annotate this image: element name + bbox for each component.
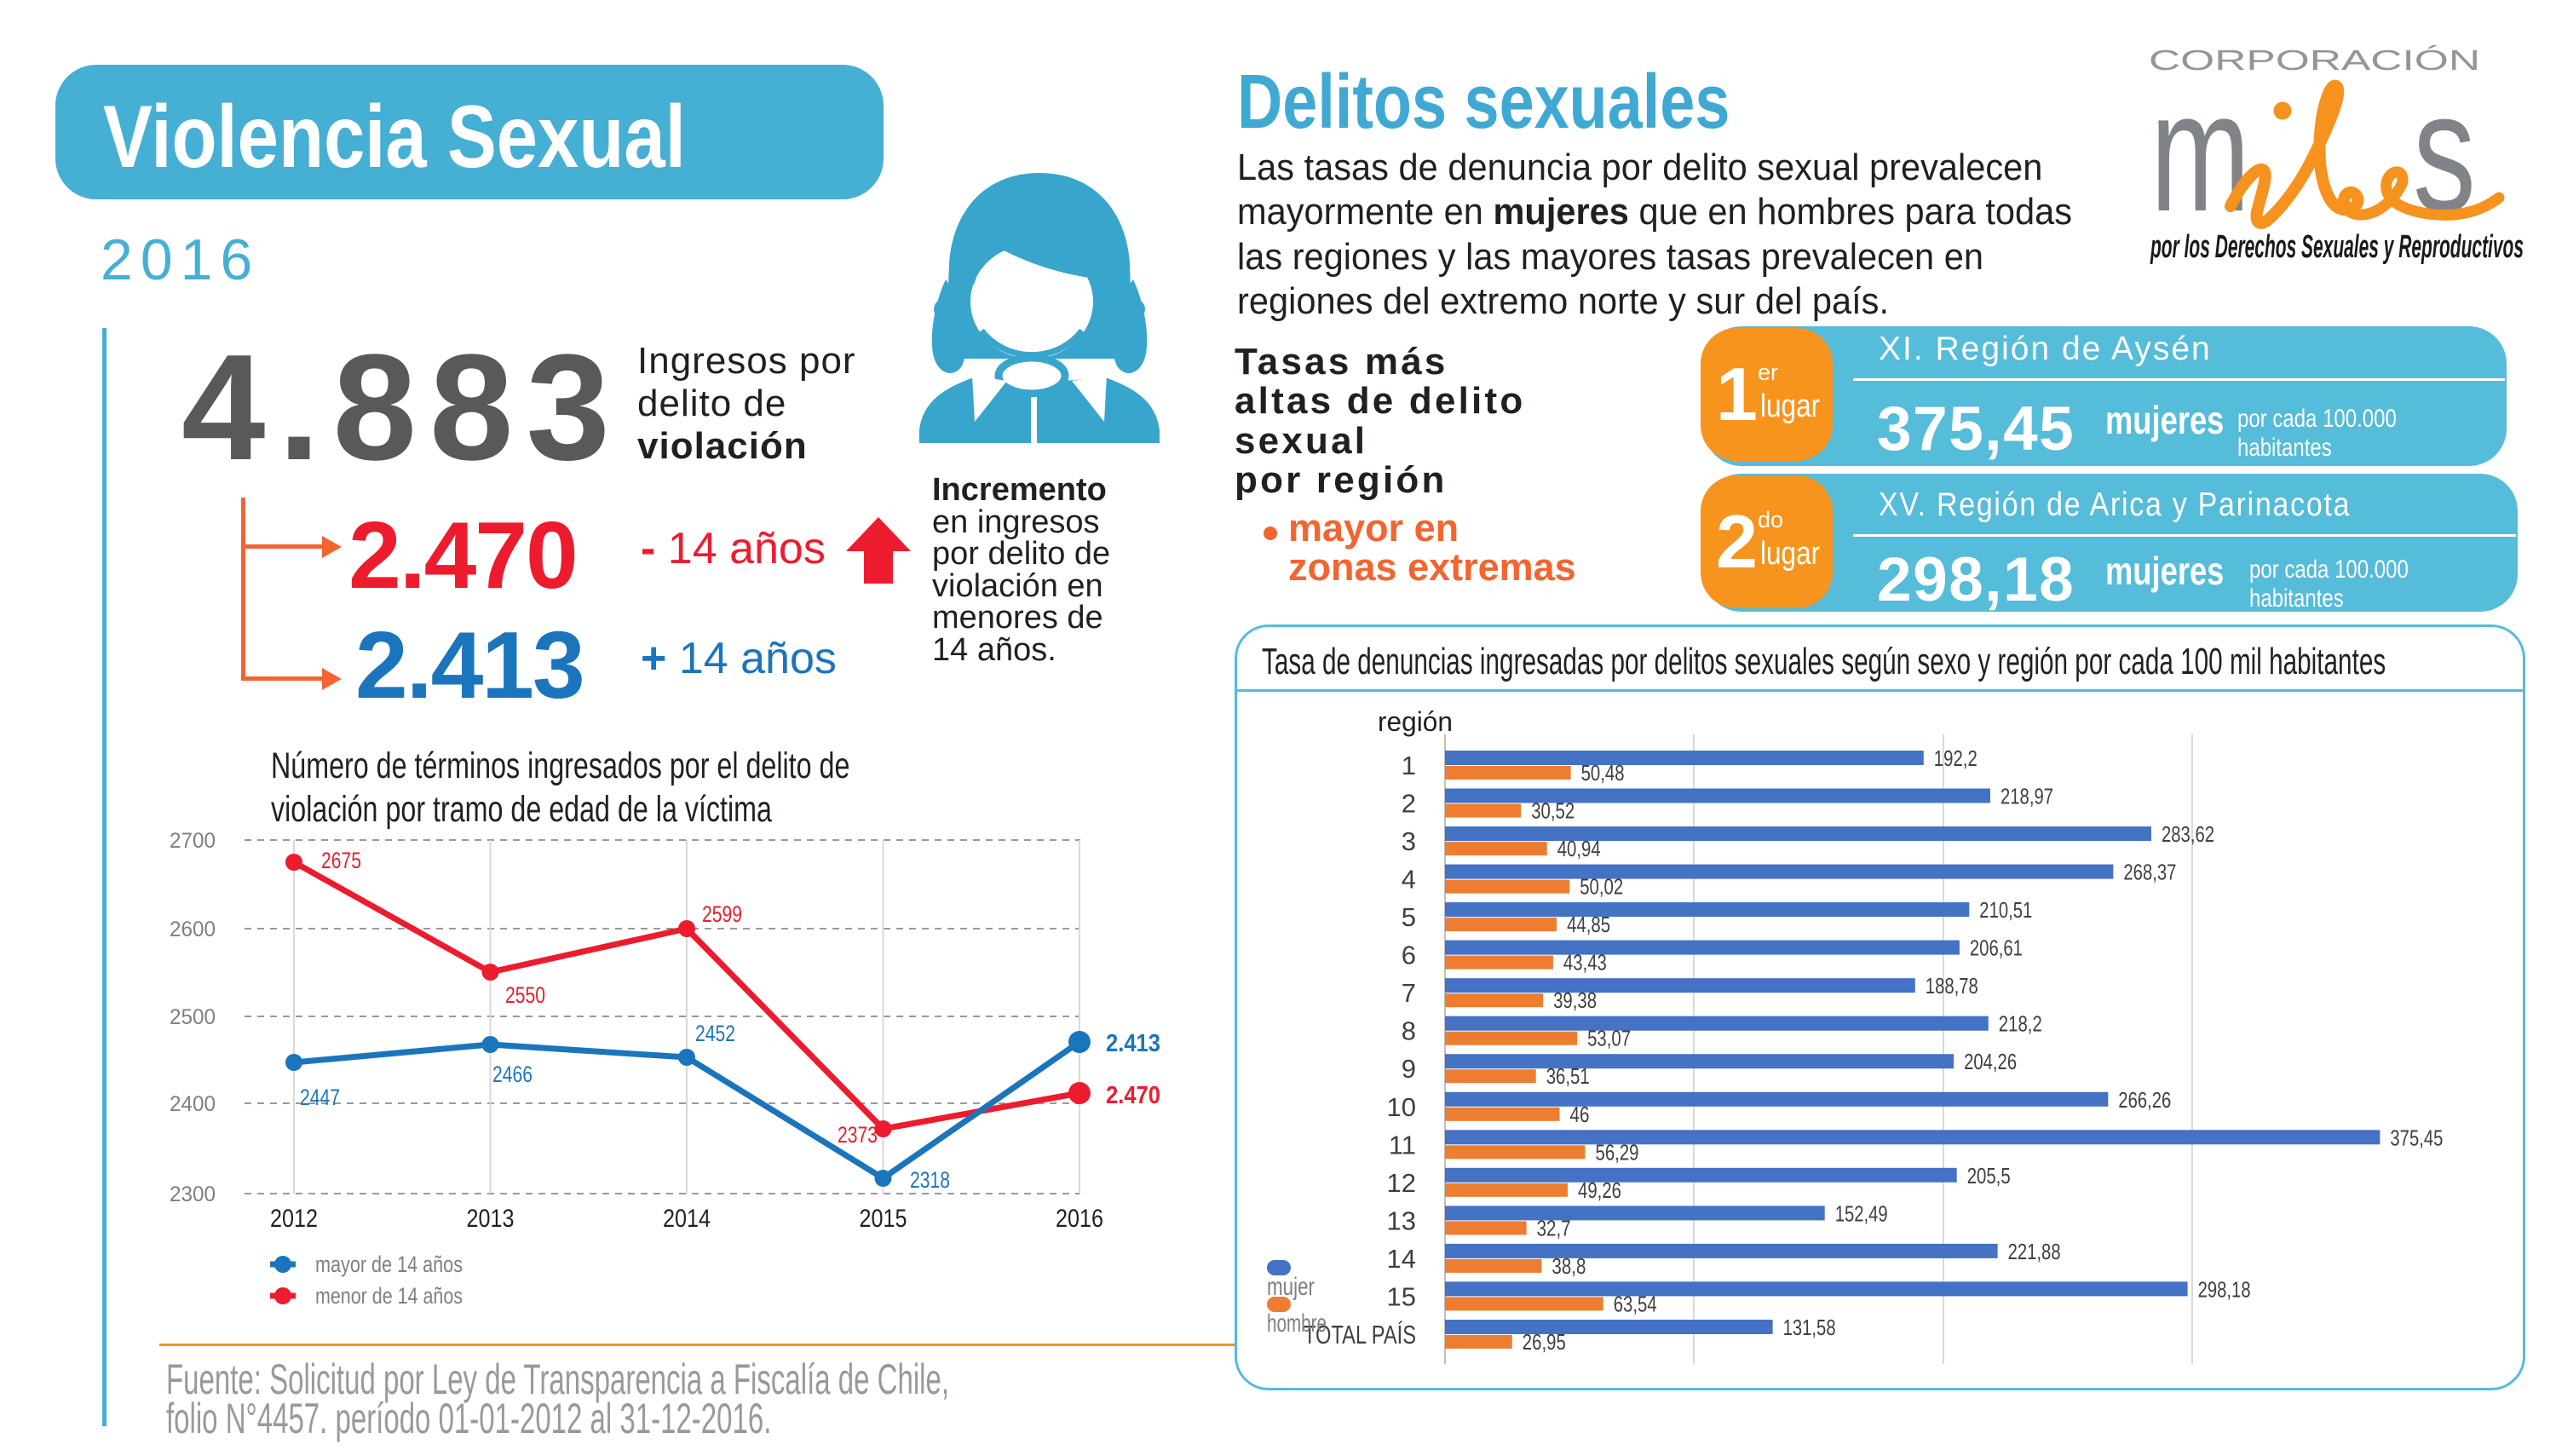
svg-text:2400: 2400 — [170, 1092, 216, 1116]
svg-text:375,45: 375,45 — [2390, 1125, 2443, 1150]
svg-text:10: 10 — [1387, 1092, 1416, 1122]
svg-text:hombre: hombre — [1267, 1309, 1327, 1338]
svg-text:36,51: 36,51 — [1546, 1063, 1590, 1089]
svg-text:2599: 2599 — [702, 901, 742, 927]
svg-text:2466: 2466 — [492, 1062, 532, 1087]
svg-text:2016: 2016 — [1056, 1205, 1103, 1233]
svg-text:152,49: 152,49 — [1835, 1200, 1888, 1226]
svg-text:2600: 2600 — [170, 918, 216, 941]
svg-text:1: 1 — [1402, 751, 1416, 780]
svg-text:13: 13 — [1387, 1206, 1416, 1235]
svg-text:2.470: 2.470 — [1106, 1082, 1160, 1109]
svg-text:2318: 2318 — [910, 1167, 950, 1193]
svg-text:12: 12 — [1387, 1168, 1416, 1198]
svg-text:205,5: 205,5 — [1967, 1163, 2011, 1188]
svg-text:50,48: 50,48 — [1581, 760, 1625, 786]
svg-text:204,26: 204,26 — [1964, 1049, 2017, 1074]
svg-text:3: 3 — [1402, 826, 1416, 856]
svg-text:56,29: 56,29 — [1596, 1139, 1639, 1165]
svg-text:210,51: 210,51 — [1979, 897, 2032, 923]
svg-text:53,07: 53,07 — [1587, 1026, 1631, 1051]
svg-text:6: 6 — [1402, 941, 1416, 970]
svg-text:131,58: 131,58 — [1783, 1315, 1836, 1340]
svg-text:206,61: 206,61 — [1970, 935, 2023, 961]
svg-text:2675: 2675 — [321, 848, 361, 873]
svg-text:2550: 2550 — [505, 982, 545, 1008]
svg-text:14: 14 — [1387, 1244, 1416, 1274]
svg-text:TOTAL PAÍS: TOTAL PAÍS — [1304, 1320, 1416, 1350]
svg-text:11: 11 — [1389, 1130, 1416, 1160]
svg-text:4: 4 — [1402, 865, 1416, 895]
svg-text:mayor de 14 años: mayor de 14 años — [315, 1252, 463, 1277]
svg-text:2373: 2373 — [838, 1122, 878, 1148]
svg-text:2015: 2015 — [860, 1205, 907, 1233]
svg-text:39,38: 39,38 — [1553, 987, 1597, 1013]
svg-text:2013: 2013 — [467, 1205, 515, 1233]
svg-text:2300: 2300 — [170, 1183, 216, 1206]
svg-text:CORPORACIÓN: CORPORACIÓN — [2149, 44, 2480, 76]
svg-text:268,37: 268,37 — [2123, 860, 2176, 885]
svg-text:43,43: 43,43 — [1563, 950, 1607, 975]
svg-text:266,26: 266,26 — [2118, 1087, 2171, 1113]
svg-text:50,02: 50,02 — [1580, 874, 1623, 900]
svg-text:40,94: 40,94 — [1557, 836, 1601, 861]
svg-text:2.413: 2.413 — [1106, 1030, 1160, 1057]
svg-text:298,18: 298,18 — [2198, 1276, 2251, 1302]
svg-text:46: 46 — [1570, 1102, 1590, 1127]
svg-text:218,97: 218,97 — [2000, 784, 2053, 809]
svg-text:7: 7 — [1402, 978, 1416, 1008]
svg-text:63,54: 63,54 — [1614, 1291, 1657, 1316]
svg-text:26,95: 26,95 — [1523, 1329, 1566, 1355]
svg-text:m: m — [2150, 57, 2250, 247]
svg-text:218,2: 218,2 — [1999, 1011, 2042, 1037]
svg-text:44,85: 44,85 — [1567, 912, 1610, 937]
svg-text:49,26: 49,26 — [1578, 1177, 1621, 1203]
svg-text:30,52: 30,52 — [1531, 798, 1574, 824]
svg-text:188,78: 188,78 — [1926, 973, 1978, 998]
svg-text:15: 15 — [1387, 1281, 1416, 1311]
svg-text:región: región — [1378, 706, 1453, 737]
svg-text:2447: 2447 — [300, 1085, 340, 1110]
svg-text:2: 2 — [1402, 789, 1416, 819]
svg-text:mujer: mujer — [1267, 1273, 1315, 1301]
svg-text:menor de 14 años: menor de 14 años — [315, 1283, 463, 1309]
svg-text:32,7: 32,7 — [1537, 1215, 1571, 1240]
svg-text:283,62: 283,62 — [2162, 821, 2214, 847]
svg-text:8: 8 — [1402, 1016, 1416, 1046]
svg-text:2012: 2012 — [270, 1205, 318, 1233]
svg-text:9: 9 — [1402, 1054, 1416, 1084]
svg-text:221,88: 221,88 — [2008, 1239, 2061, 1264]
svg-text:2014: 2014 — [663, 1205, 711, 1233]
svg-text:2500: 2500 — [170, 1005, 216, 1029]
svg-text:192,2: 192,2 — [1934, 745, 1977, 771]
svg-text:2452: 2452 — [695, 1021, 735, 1046]
svg-text:por los Derechos Sexuales y Re: por los Derechos Sexuales y Reproductivo… — [2150, 229, 2524, 265]
svg-text:2700: 2700 — [170, 829, 216, 853]
svg-text:5: 5 — [1402, 902, 1416, 932]
svg-text:38,8: 38,8 — [1551, 1253, 1586, 1279]
